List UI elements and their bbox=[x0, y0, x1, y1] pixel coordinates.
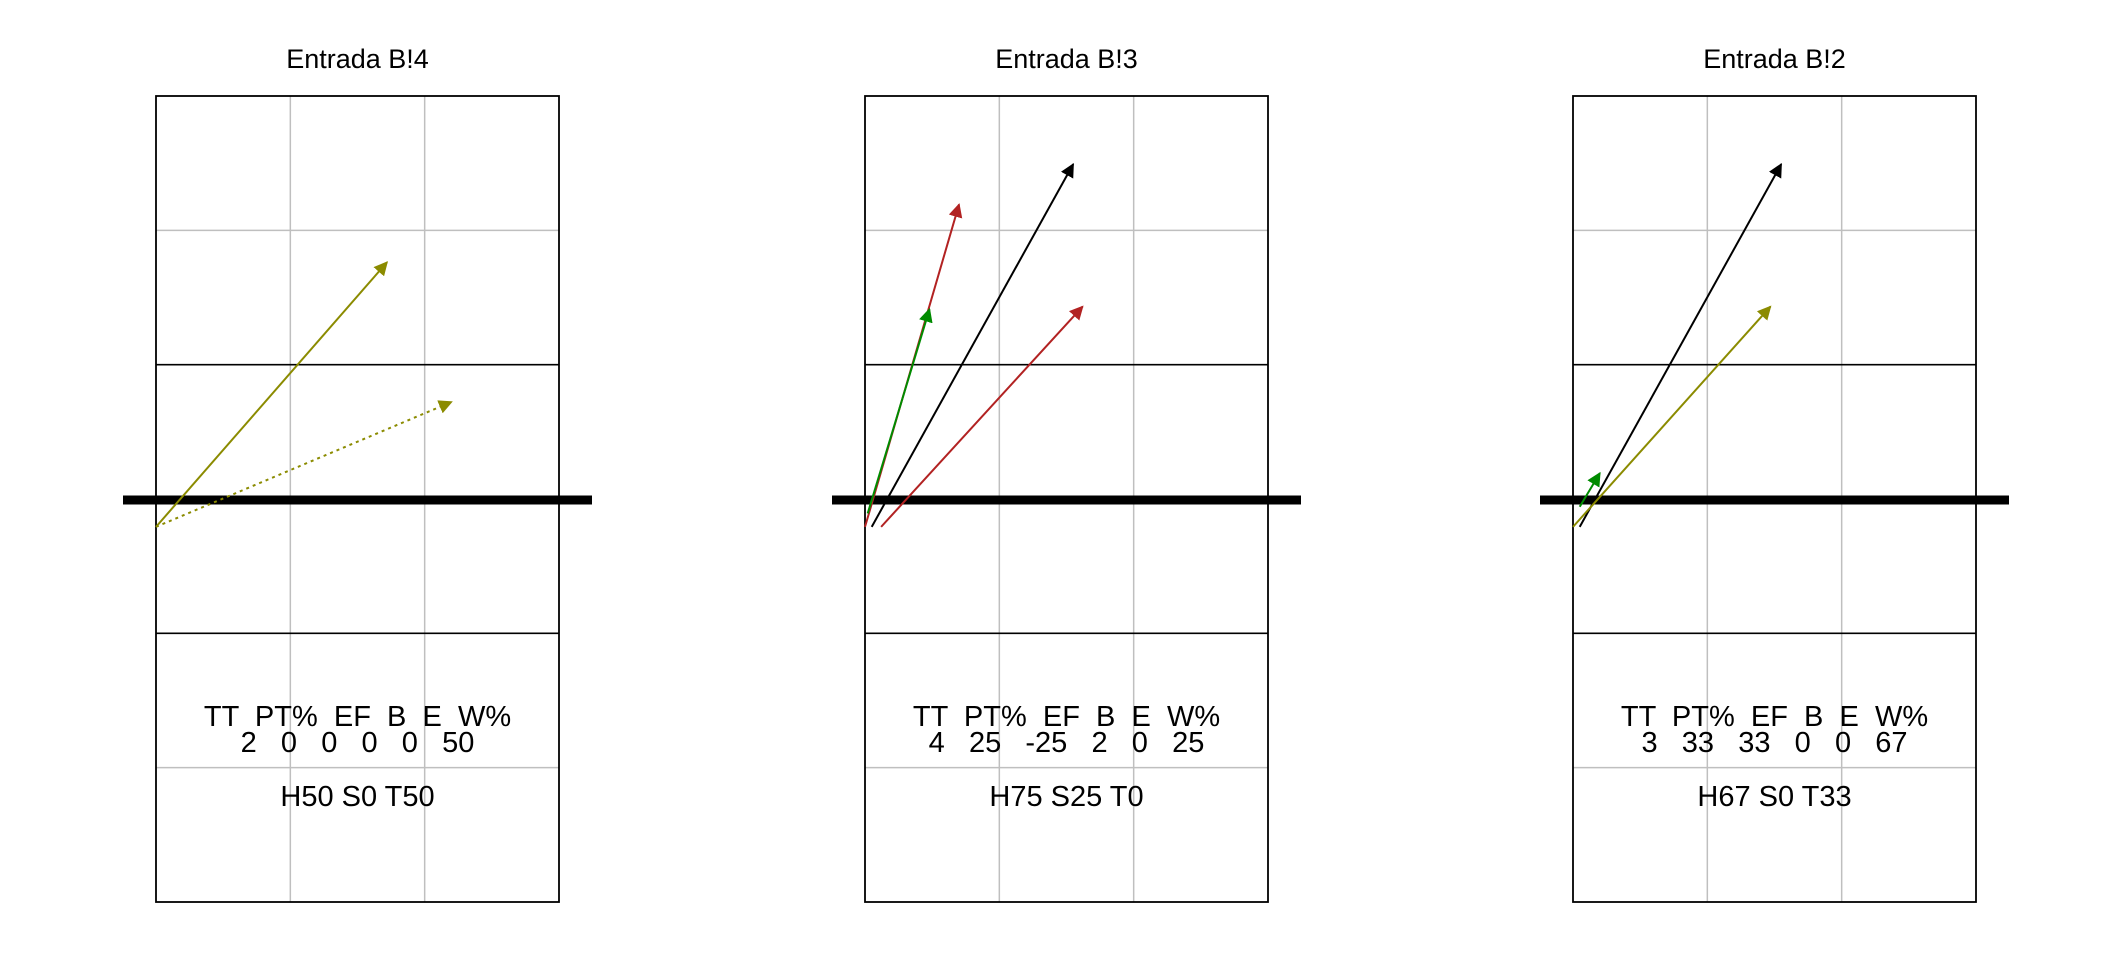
court-panel-2 bbox=[832, 95, 1301, 903]
zones-summary: H67 S0 T33 bbox=[1697, 781, 1852, 813]
attack-arrow-green bbox=[1578, 471, 1601, 508]
zones-summary: H75 S25 T0 bbox=[989, 781, 1144, 813]
stats-header: TT PT% EF B E W% bbox=[912, 701, 1221, 733]
court-panel-1 bbox=[123, 95, 592, 903]
stats-values: 3 33 33 0 0 67 bbox=[1641, 727, 1908, 759]
attack-arrow-olive-dotted bbox=[155, 400, 453, 528]
attack-arrow-red bbox=[880, 305, 1084, 528]
panel-title: Entrada B!4 bbox=[286, 44, 429, 74]
attack-arrow-olive bbox=[1572, 305, 1772, 528]
stats-values: 2 0 0 0 0 50 bbox=[240, 727, 475, 759]
attack-arrow-olive bbox=[155, 261, 388, 528]
stats-header: TT PT% EF B E W% bbox=[1620, 701, 1929, 733]
panel-title: Entrada B!2 bbox=[1703, 44, 1846, 74]
stats-header: TT PT% EF B E W% bbox=[203, 701, 512, 733]
attack-arrow-green bbox=[866, 307, 933, 514]
panel-title: Entrada B!3 bbox=[995, 44, 1138, 74]
attack-arrow-black bbox=[1578, 162, 1783, 528]
court-panel-3 bbox=[1540, 95, 2009, 903]
zones-summary: H50 S0 T50 bbox=[280, 781, 435, 813]
attack-arrow-black bbox=[870, 162, 1075, 528]
stats-values: 4 25 -25 2 0 25 bbox=[928, 727, 1205, 759]
